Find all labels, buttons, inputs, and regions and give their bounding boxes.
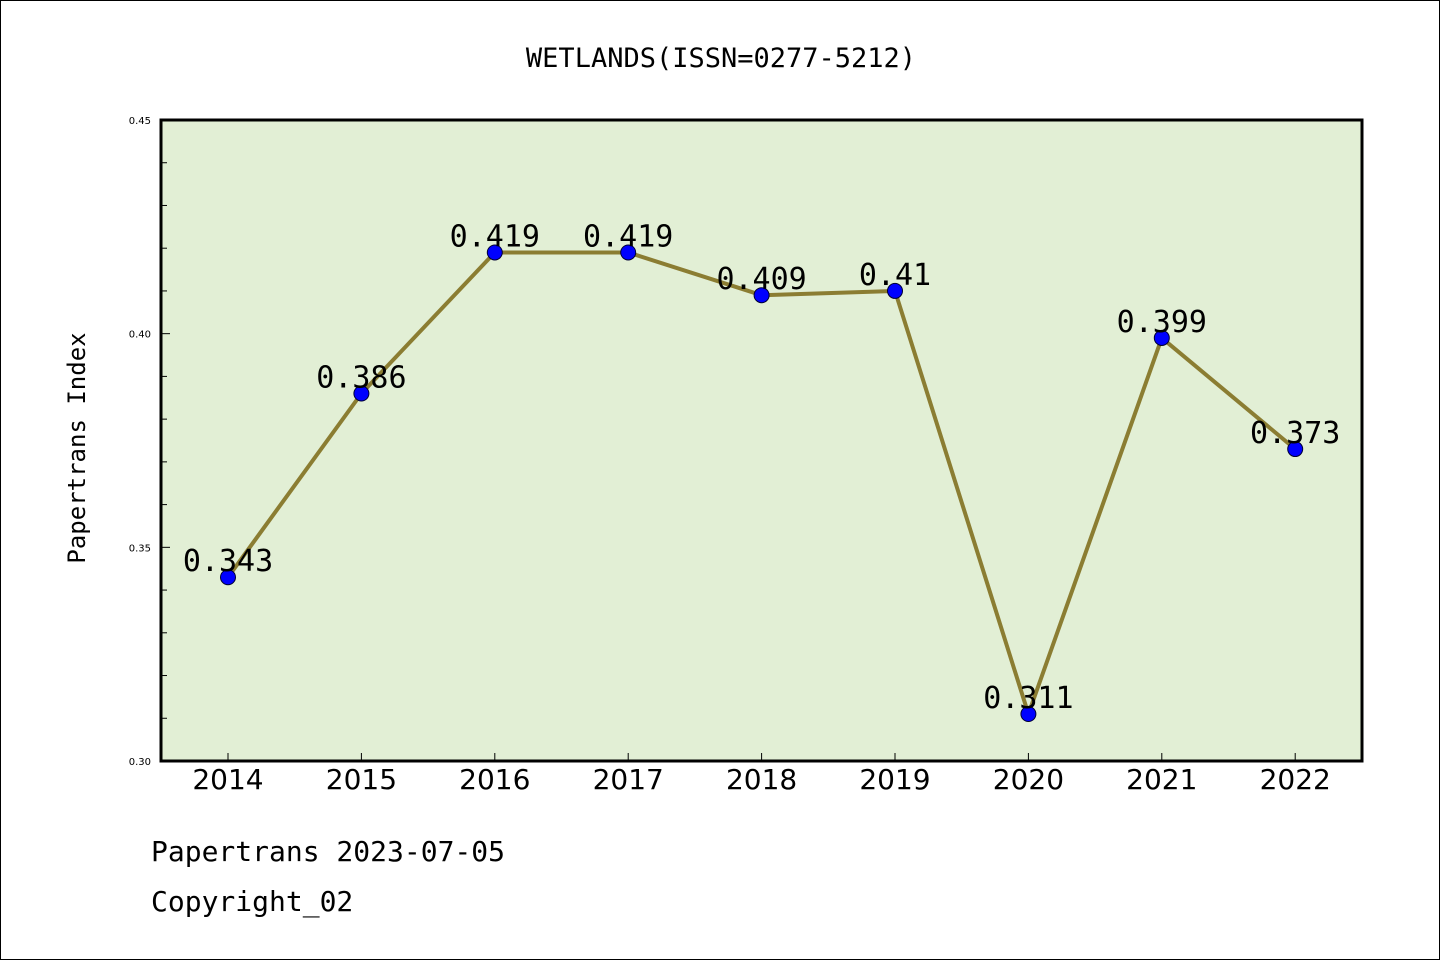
data-label: 0.419: [450, 219, 540, 254]
x-tick-label: 2019: [859, 763, 930, 796]
y-tick-label: 0.45: [129, 116, 151, 127]
data-label: 0.373: [1250, 416, 1340, 451]
x-tick-label: 2015: [326, 763, 397, 796]
x-tick-label: 2022: [1260, 763, 1331, 796]
y-tick-label: 0.30: [129, 757, 151, 768]
y-tick-label: 0.35: [129, 543, 151, 554]
data-point: [620, 244, 637, 261]
data-label: 0.386: [316, 360, 406, 395]
data-point: [353, 385, 370, 402]
x-tick-label: 2017: [593, 763, 664, 796]
data-label: 0.409: [716, 262, 806, 297]
data-point: [486, 244, 503, 261]
x-tick-label: 2016: [459, 763, 530, 796]
x-tick-label: 2014: [192, 763, 263, 796]
data-point: [220, 569, 236, 586]
data-label: 0.41: [859, 258, 931, 293]
x-axis-ticks: 2014 2015 2016 2017 2018 2019 2020 2021 2022: [192, 753, 1331, 796]
plot-area: [159, 118, 1364, 763]
x-tick-label: 2021: [1126, 763, 1197, 796]
footer-copyright: Copyright_02: [151, 885, 354, 918]
y-axis-label: Papertrans Index: [63, 332, 91, 563]
footer-date: Papertrans 2023-07-05: [151, 835, 506, 868]
chart-title: WETLANDS(ISSN=0277-5212): [526, 43, 916, 74]
data-point: [753, 287, 770, 304]
data-point: [1153, 329, 1170, 346]
data-label: 0.419: [583, 219, 673, 254]
data-point: [1287, 441, 1304, 458]
y-tick-label: 0.40: [129, 330, 151, 341]
data-label: 0.399: [1117, 305, 1207, 340]
x-tick-label: 2018: [726, 763, 797, 796]
x-tick-label: 2020: [993, 763, 1064, 796]
data-label: 0.311: [983, 681, 1073, 716]
data-label: 0.343: [183, 544, 273, 579]
data-point: [887, 282, 903, 299]
data-labels: 0.343 0.386 0.419 0.419 0.409 0.41 0.311 0.399 0…: [183, 219, 1341, 716]
y-axis-ticks: 0.30 0.35 0.40 0.45: [129, 116, 170, 768]
data-point: [1020, 705, 1037, 722]
data-markers: [220, 244, 1304, 722]
